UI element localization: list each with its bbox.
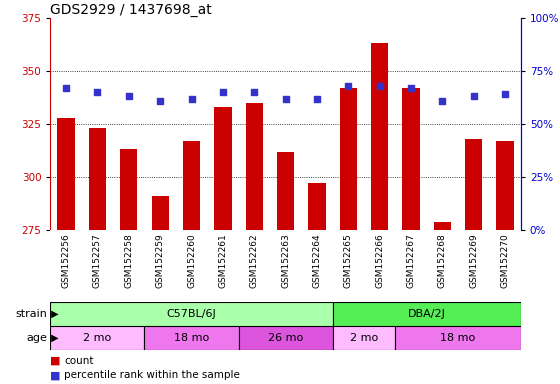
Text: GSM152263: GSM152263 (281, 233, 290, 288)
Text: GSM152257: GSM152257 (93, 233, 102, 288)
Text: GSM152259: GSM152259 (156, 233, 165, 288)
Text: GSM152267: GSM152267 (407, 233, 416, 288)
Text: 26 mo: 26 mo (268, 333, 303, 343)
Text: 2 mo: 2 mo (350, 333, 378, 343)
Bar (309, 184, 325, 230)
Text: GSM152269: GSM152269 (469, 233, 478, 288)
Text: GSM152258: GSM152258 (124, 233, 133, 288)
Point (469, 93, 478, 99)
Point (438, 98, 447, 104)
Point (187, 96, 196, 102)
Text: 18 mo: 18 mo (441, 333, 475, 343)
Text: ▶: ▶ (48, 309, 59, 319)
Bar (465, 139, 482, 230)
Point (501, 91, 510, 98)
Point (281, 96, 290, 102)
Text: DBA/2J: DBA/2J (408, 309, 446, 319)
Bar (333, 303, 521, 326)
Point (124, 93, 133, 99)
Text: percentile rank within the sample: percentile rank within the sample (64, 371, 240, 381)
Point (375, 83, 384, 89)
Text: strain: strain (16, 309, 48, 319)
Text: 18 mo: 18 mo (174, 333, 209, 343)
Bar (340, 88, 357, 230)
Bar (395, 326, 521, 349)
Text: GSM152265: GSM152265 (344, 233, 353, 288)
Text: 2 mo: 2 mo (83, 333, 111, 343)
Text: ▶: ▶ (48, 333, 59, 343)
Text: GSM152266: GSM152266 (375, 233, 384, 288)
Point (93, 89, 102, 95)
Text: GSM152270: GSM152270 (501, 233, 510, 288)
Bar (50, 326, 144, 349)
Text: GDS2929 / 1437698_at: GDS2929 / 1437698_at (50, 3, 212, 17)
Point (312, 96, 321, 102)
Bar (89, 128, 106, 230)
Bar (120, 149, 137, 230)
Point (62, 85, 71, 91)
Text: GSM152262: GSM152262 (250, 233, 259, 288)
Text: ■: ■ (50, 371, 61, 381)
Point (250, 89, 259, 95)
Point (407, 85, 416, 91)
Text: GSM152260: GSM152260 (187, 233, 196, 288)
Text: GSM152256: GSM152256 (62, 233, 71, 288)
Point (156, 98, 165, 104)
Text: GSM152261: GSM152261 (218, 233, 227, 288)
Point (344, 83, 353, 89)
Bar (152, 196, 169, 230)
Text: ■: ■ (50, 356, 61, 366)
Bar (246, 103, 263, 230)
Bar (50, 303, 333, 326)
Text: GSM152268: GSM152268 (438, 233, 447, 288)
Bar (333, 326, 395, 349)
Bar (434, 222, 451, 230)
Bar (403, 88, 419, 230)
Bar (183, 141, 200, 230)
Point (218, 89, 227, 95)
Bar (58, 118, 74, 230)
Bar (239, 326, 333, 349)
Bar (214, 107, 231, 230)
Text: age: age (27, 333, 48, 343)
Bar (144, 326, 239, 349)
Text: GSM152264: GSM152264 (312, 233, 321, 288)
Bar (277, 152, 294, 230)
Bar (497, 141, 514, 230)
Bar (371, 43, 388, 230)
Text: C57BL/6J: C57BL/6J (167, 309, 216, 319)
Text: count: count (64, 356, 94, 366)
